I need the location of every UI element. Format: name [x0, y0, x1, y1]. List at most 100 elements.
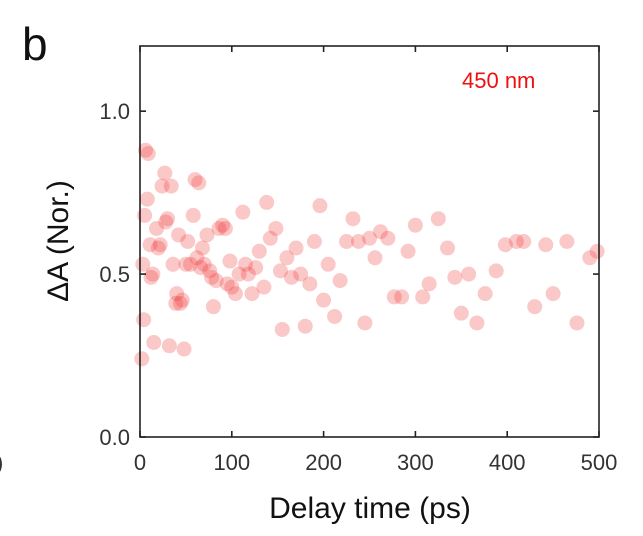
data-point	[497, 237, 513, 253]
data-point	[327, 308, 343, 324]
data-point	[193, 260, 209, 276]
data-point	[316, 292, 332, 308]
x-tick-label: 500	[581, 450, 618, 475]
data-point	[508, 234, 524, 249]
data-point	[158, 214, 174, 230]
data-point	[217, 220, 233, 236]
data-point	[240, 266, 256, 282]
y-tick-label: 0.5	[99, 262, 130, 287]
data-point	[199, 227, 215, 243]
data-point	[421, 276, 437, 292]
x-tick-label: 0	[134, 450, 146, 475]
data-point	[172, 295, 188, 311]
data-point	[168, 295, 184, 311]
data-point	[140, 146, 156, 162]
y-tick-label: 0.0	[99, 425, 130, 450]
x-tick-label: 100	[213, 450, 250, 475]
data-point	[204, 269, 220, 285]
data-point	[386, 289, 402, 305]
x-tick-label: 400	[489, 450, 526, 475]
data-point	[248, 260, 264, 276]
data-point	[194, 240, 210, 256]
data-point	[516, 234, 532, 249]
data-point	[477, 286, 493, 302]
data-point	[345, 211, 361, 227]
data-point	[136, 312, 152, 328]
data-point	[407, 217, 423, 233]
data-point	[582, 250, 598, 266]
data-point	[182, 256, 198, 272]
data-point	[139, 191, 155, 207]
data-point	[251, 243, 267, 259]
data-point	[373, 224, 389, 240]
data-point	[332, 273, 348, 289]
data-point	[205, 299, 221, 315]
data-point	[163, 178, 179, 194]
data-point	[302, 276, 318, 292]
data-point	[191, 175, 207, 191]
plot-frame	[139, 45, 600, 438]
data-point	[142, 237, 158, 253]
data-point	[208, 273, 224, 289]
data-point	[161, 338, 177, 354]
data-point	[362, 230, 377, 246]
data-point	[196, 256, 212, 272]
data-point	[224, 279, 240, 295]
data-point	[400, 243, 416, 259]
data-point	[283, 269, 299, 285]
data-point	[569, 315, 585, 331]
data-point	[274, 321, 290, 337]
data-point	[288, 240, 304, 256]
data-point	[157, 165, 173, 181]
data-point	[430, 211, 446, 227]
x-axis-title: Delay time (ps)	[269, 492, 471, 525]
data-point	[227, 286, 243, 302]
data-point	[259, 194, 275, 210]
data-point	[180, 234, 196, 249]
data-point	[469, 315, 485, 331]
data-point	[235, 204, 251, 220]
data-point	[256, 279, 272, 295]
x-axis-ticks: 0 100 200 300 400 500	[134, 46, 617, 475]
data-point	[171, 227, 187, 243]
data-point	[297, 318, 313, 334]
data-point	[169, 286, 185, 302]
x-tick-label: 300	[397, 450, 434, 475]
stray-edge-label: )	[0, 450, 3, 475]
data-point	[202, 263, 218, 279]
data-point	[357, 315, 373, 331]
data-point	[488, 263, 504, 279]
y-tick-label: 1.0	[99, 99, 130, 124]
data-point	[447, 269, 463, 285]
data-point	[527, 299, 543, 315]
data-point	[215, 217, 231, 233]
data-point	[211, 220, 227, 236]
data-point	[189, 250, 205, 266]
data-point	[350, 234, 366, 249]
data-point	[545, 286, 561, 302]
data-point	[559, 234, 575, 249]
data-point	[440, 240, 456, 256]
data-point	[380, 230, 396, 246]
data-point	[293, 266, 309, 282]
data-point	[165, 256, 181, 272]
data-point	[134, 351, 150, 367]
data-point	[150, 240, 166, 256]
y-axis-title: ΔA (Nor.)	[42, 180, 75, 302]
data-point	[394, 289, 410, 305]
data-point	[312, 198, 328, 214]
data-point	[339, 234, 355, 249]
data-point	[268, 220, 284, 236]
x-tick-label: 200	[305, 450, 342, 475]
data-point	[538, 237, 554, 253]
data-point	[262, 230, 278, 246]
data-point	[154, 178, 170, 194]
data-point	[152, 237, 168, 253]
data-point	[160, 211, 176, 227]
data-point	[238, 256, 254, 272]
data-point	[461, 266, 477, 282]
data-point	[320, 256, 336, 272]
y-axis-ticks: 0.0 0.5 1.0	[99, 99, 599, 450]
data-point	[272, 263, 288, 279]
data-point	[219, 276, 235, 292]
